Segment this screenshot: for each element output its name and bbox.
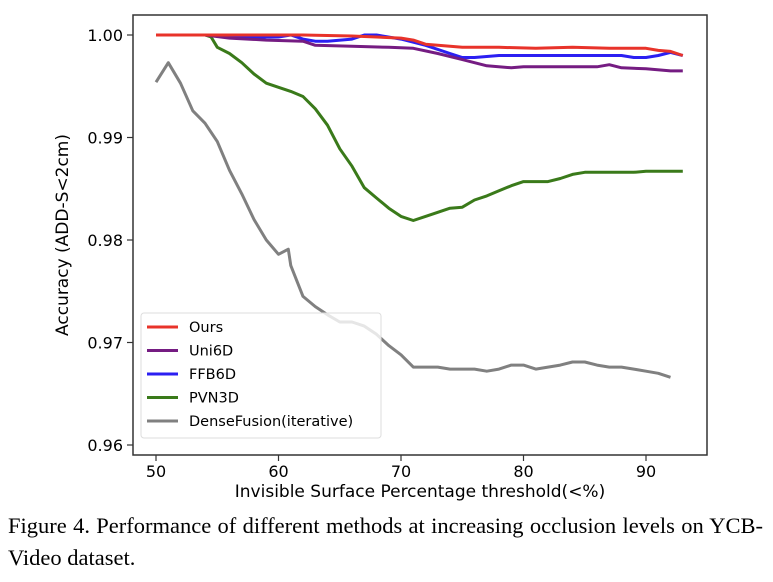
legend-entry: Uni6D [189, 344, 233, 360]
series-line-ours [156, 33, 684, 57]
line-chart: 50 60 70 80 90 0.96 0.97 0.98 0.99 1.00 Invisibl… [53, 14, 708, 502]
legend-entry: DenseFusion(iterative) [189, 414, 353, 430]
y-tick-label: 0.97 [87, 334, 123, 353]
y-axis-ticks: 0.96 0.97 0.98 0.99 1.00 [87, 26, 133, 455]
y-axis-label: Accuracy (ADD-S<2cm) [53, 134, 73, 336]
x-axis-label: Invisible Surface Percentage threshold(<… [235, 482, 605, 502]
series-line-uni6d [156, 33, 683, 73]
legend: Ours Uni6D FFB6D PVN3D DenseFusion(iterative… [140, 312, 382, 439]
legend-entry: PVN3D [189, 391, 239, 407]
x-tick-label: 70 [391, 462, 411, 481]
x-tick-label: 80 [513, 462, 533, 481]
legend-entry: FFB6D [189, 367, 236, 383]
series-line-ffb6d [156, 33, 684, 59]
series-line-densefusion-iterative- [154, 61, 671, 379]
x-tick-label: 50 [146, 462, 166, 481]
plot-frame [132, 14, 708, 456]
series-lines [154, 33, 684, 379]
series-line-pvn3d [156, 33, 683, 222]
x-axis-ticks: 50 60 70 80 90 [146, 455, 656, 481]
y-tick-label: 1.00 [87, 26, 123, 45]
x-tick-label: 90 [636, 462, 656, 481]
figure-caption: Figure 4. Performance of different metho… [8, 513, 763, 570]
y-tick-label: 0.99 [87, 129, 123, 148]
x-tick-label: 60 [268, 462, 288, 481]
legend-entry: Ours [189, 320, 223, 336]
legend-box [140, 312, 382, 439]
y-tick-label: 0.98 [87, 231, 123, 250]
y-tick-label: 0.96 [87, 436, 123, 455]
